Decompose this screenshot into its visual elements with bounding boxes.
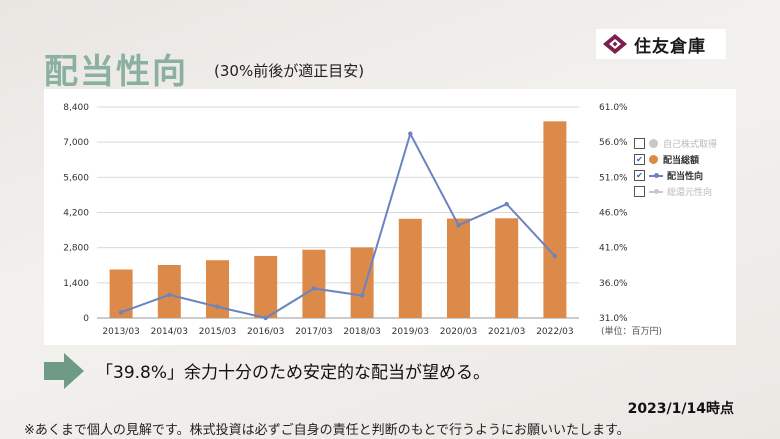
y-left-tick-label: 1,400 xyxy=(63,279,89,289)
legend-label-total-return: 総還元性向 xyxy=(667,187,713,198)
legend-item-payout-ratio[interactable]: ✔ 配当性向 xyxy=(634,167,717,183)
y-left-tick-label: 7,000 xyxy=(63,138,89,148)
dividend-chart: 0 1,400 2,800 4,200 5,600 7,000 8,400 31.0% 36.0… xyxy=(63,103,662,337)
legend-item-dividend-total[interactable]: ✔ 配当総額 xyxy=(634,151,717,167)
legend-label-payout-ratio: 配当性向 xyxy=(667,171,704,182)
y-right-tick-label: 41.0% xyxy=(599,244,628,254)
unit-label: (単位：百万円) xyxy=(601,325,662,337)
arrow-right-icon xyxy=(44,353,84,389)
x-tick-label: 2017/03 xyxy=(295,327,332,337)
chart-panel: 0 1,400 2,800 4,200 5,600 7,000 8,400 31.0% 36.0… xyxy=(44,89,736,345)
chart-legend: 自己株式取得 ✔ 配当総額 ✔ 配当性向 総還元性向 xyxy=(634,135,717,199)
y-right-tick-label: 46.0% xyxy=(599,209,628,219)
page-subtitle: (30%前後が適正目安) xyxy=(214,62,365,80)
disclaimer: ※あくまで個人の見解です。株式投資は必ずご自身の責任と判断のもとで行うようにお願… xyxy=(24,423,630,438)
legend-checkbox-buyback[interactable] xyxy=(634,137,645,149)
legend-checkbox-dividend-total[interactable]: ✔ xyxy=(634,153,645,165)
bar xyxy=(254,255,278,318)
y-left-tick-label: 2,800 xyxy=(63,244,89,254)
y-right-tick-label: 61.0% xyxy=(599,103,628,113)
bar xyxy=(350,247,374,318)
payout-ratio-line xyxy=(120,131,556,320)
bar xyxy=(206,260,229,318)
logo-icon xyxy=(603,34,627,54)
x-tick-label: 2019/03 xyxy=(392,327,429,337)
line-point xyxy=(456,222,461,228)
line-point xyxy=(311,286,317,291)
x-tick-label: 2018/03 xyxy=(343,327,380,337)
legend-item-buyback[interactable]: 自己株式取得 xyxy=(634,135,717,151)
line-point xyxy=(408,131,413,136)
bar xyxy=(398,218,422,318)
legend-checkbox-payout-ratio[interactable]: ✔ xyxy=(634,169,645,181)
bar xyxy=(157,264,181,318)
legend-checkbox-total-return[interactable] xyxy=(634,185,645,197)
legend-label-buyback: 自己株式取得 xyxy=(663,139,718,150)
x-tick-label: 2021/03 xyxy=(488,327,525,337)
legend-label-dividend-total: 配当総額 xyxy=(663,155,700,166)
y-right-tick-label: 56.0% xyxy=(599,138,628,148)
bar xyxy=(109,269,133,318)
legend-marker-payout-ratio xyxy=(649,171,663,180)
x-tick-label: 2015/03 xyxy=(199,327,236,337)
bar xyxy=(543,121,567,318)
as-of-date: 2023/1/14時点 xyxy=(627,401,734,417)
line-point xyxy=(263,315,268,321)
logo-text: 住友倉庫 xyxy=(634,36,706,57)
line-point xyxy=(167,292,172,297)
line-point xyxy=(552,253,558,259)
y-left-tick-label: 8,400 xyxy=(63,103,89,113)
x-tick-label: 2016/03 xyxy=(247,327,284,337)
bar xyxy=(302,249,326,318)
legend-marker-dividend-total xyxy=(649,154,658,164)
y-right-tick-label: 36.0% xyxy=(599,279,628,289)
x-tick-label: 2013/03 xyxy=(102,327,139,337)
legend-marker-total-return xyxy=(649,187,663,196)
line-point xyxy=(359,293,365,298)
legend-marker-buyback xyxy=(649,138,658,148)
y-left-tick-label: 5,600 xyxy=(63,173,89,183)
y-right-tick-label: 51.0% xyxy=(599,173,628,183)
bar xyxy=(447,218,470,318)
page-title: 配当性向 xyxy=(44,52,188,92)
company-logo: 住友倉庫 xyxy=(596,29,726,59)
summary-comment: 「39.8%」余力十分のため安定的な配当が望める。 xyxy=(96,363,491,383)
y-left-tick-label: 0 xyxy=(83,314,89,324)
line-point xyxy=(215,304,220,309)
y-right-tick-label: 31.0% xyxy=(599,314,628,324)
line-point xyxy=(504,201,509,207)
x-tick-label: 2020/03 xyxy=(440,327,477,337)
legend-item-total-return[interactable]: 総還元性向 xyxy=(634,183,717,199)
line-point xyxy=(118,310,124,315)
bar xyxy=(495,218,519,318)
x-tick-label: 2022/03 xyxy=(536,327,573,337)
x-tick-label: 2014/03 xyxy=(151,327,188,337)
y-left-tick-label: 4,200 xyxy=(63,209,89,219)
